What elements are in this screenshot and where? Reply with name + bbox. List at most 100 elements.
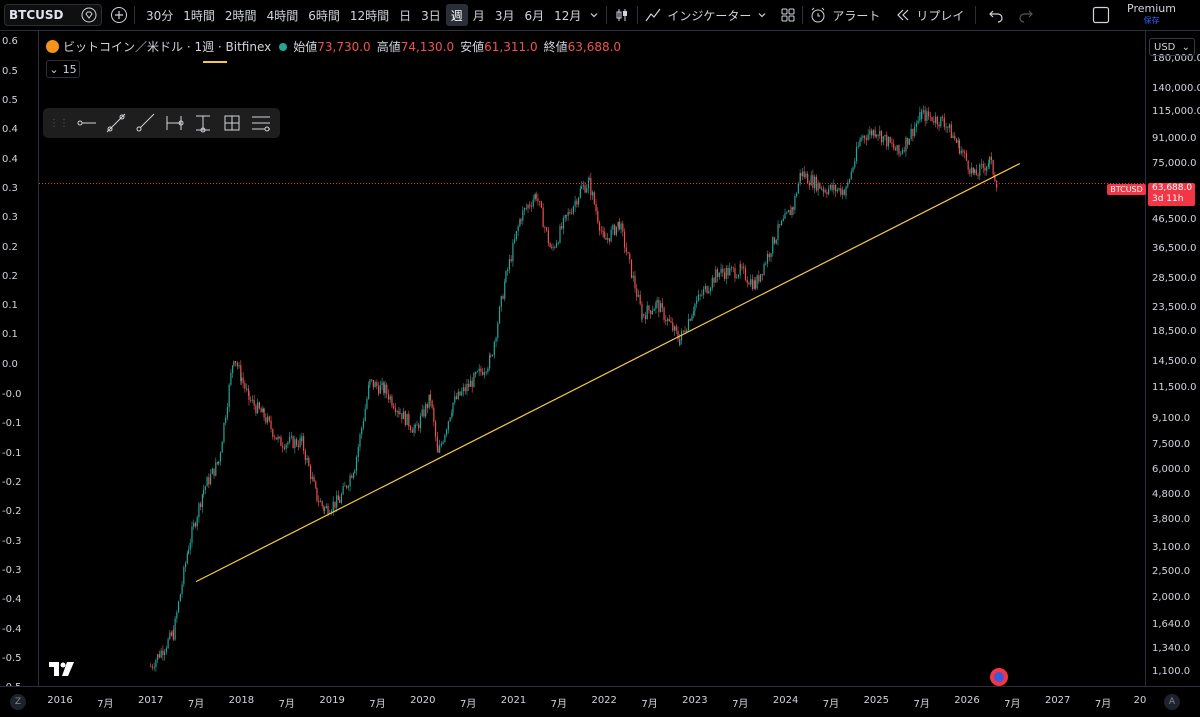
horizontal-ray-icon[interactable] <box>77 112 97 134</box>
candle-body <box>215 462 217 476</box>
candle-body <box>242 377 244 384</box>
undo-icon[interactable] <box>988 7 1004 23</box>
candle-body <box>850 171 852 180</box>
candle-body <box>706 286 708 294</box>
add-symbol-icon[interactable] <box>110 6 128 24</box>
candle-body <box>848 179 851 183</box>
alarm-clock-icon[interactable] <box>809 6 827 24</box>
candle-body <box>691 315 693 321</box>
candle-body <box>498 306 501 324</box>
candle-body <box>572 206 574 214</box>
candle-body <box>677 330 679 340</box>
interval-2h[interactable]: 2時間 <box>224 8 257 23</box>
ray-line-icon[interactable] <box>135 112 155 134</box>
candles <box>150 105 998 672</box>
candle-type-icon[interactable] <box>613 6 631 24</box>
layout-grid-icon[interactable] <box>780 7 796 23</box>
candle-body <box>598 221 601 231</box>
candle-body <box>321 501 323 507</box>
price-range-icon[interactable] <box>193 112 213 134</box>
candle-body <box>308 457 310 467</box>
interval-1h[interactable]: 1時間 <box>183 8 215 23</box>
candle-body <box>722 268 724 273</box>
indicators-icon[interactable] <box>644 6 662 24</box>
candle-body <box>522 210 524 221</box>
candle-body <box>206 477 208 487</box>
interval-1w[interactable]: 週 <box>445 4 468 26</box>
candle-body <box>240 377 242 382</box>
candle-body <box>165 648 167 652</box>
auto-scale-button[interactable]: A <box>1164 694 1180 710</box>
interval-30m[interactable]: 30分 <box>146 8 174 23</box>
candle-body <box>860 137 862 140</box>
interval-1mo[interactable]: 月 <box>472 8 485 23</box>
indicator-count: 15 <box>62 62 77 76</box>
candle-body <box>889 137 891 143</box>
interval-1d[interactable]: 日 <box>399 8 412 23</box>
legend-title[interactable]: ビットコイン／米ドル · 1週 · Bitfinex <box>63 40 272 54</box>
price-chart[interactable] <box>39 30 1145 686</box>
chevron-down-icon[interactable] <box>756 9 768 21</box>
close-label: 終値 <box>543 40 568 54</box>
replay-icon[interactable] <box>895 7 911 23</box>
candle-body <box>753 280 755 289</box>
candle-body <box>931 116 933 121</box>
candle-body <box>452 402 454 413</box>
interval-4h[interactable]: 4時間 <box>266 8 299 23</box>
candle-body <box>824 189 826 193</box>
candle-body <box>403 411 405 420</box>
bar-countdown: 3d 11h <box>1152 194 1184 204</box>
candle-body <box>786 212 788 214</box>
right-price-axis[interactable]: 180,000.0 140,000.0 115,000.0 91,000.0 75,00… <box>1145 30 1200 686</box>
candle-body <box>376 382 378 387</box>
drag-handle-icon[interactable]: ⋮⋮ <box>49 117 69 129</box>
chevron-down-icon[interactable] <box>588 9 600 21</box>
tradingview-logo[interactable] <box>49 662 75 679</box>
interval-12h[interactable]: 12時間 <box>349 8 390 23</box>
candle-body <box>576 200 578 205</box>
diamond-icon[interactable] <box>81 7 97 23</box>
candle-body <box>864 135 866 139</box>
candle-body <box>756 275 758 289</box>
candle-body <box>290 436 292 438</box>
alert-button[interactable]: アラート <box>832 8 881 23</box>
interval-6h[interactable]: 6時間 <box>308 8 340 23</box>
candle-body <box>656 299 658 303</box>
candle-body <box>502 296 504 299</box>
timezone-button[interactable]: Z <box>10 694 26 710</box>
fullscreen-checkbox-icon[interactable] <box>1092 6 1110 24</box>
left-axis[interactable]: 0.6 0.5 0.5 0.4 0.4 0.3 0.3 0.2 0.2 0.1 0.1 0.0 -0.0… <box>0 30 39 693</box>
candle-body <box>766 254 769 264</box>
interval-3mo[interactable]: 3月 <box>494 8 515 23</box>
interval-3d[interactable]: 3日 <box>421 8 441 23</box>
candle-body <box>637 294 640 297</box>
left-axis-tick: 0.1 <box>2 329 18 340</box>
premium-save-button[interactable]: Premium 保存 <box>1127 3 1176 27</box>
time-axis[interactable]: Z A 2016 7月 2017 7月 2018 7月 2019 7月 2020 7月 2021 7月… <box>0 686 1200 717</box>
date-range-icon[interactable] <box>164 112 184 134</box>
candle-body <box>253 399 255 406</box>
legend-collapse-button[interactable]: ⌄ 15 <box>46 60 80 78</box>
candle-body <box>964 152 966 154</box>
candle-body <box>574 200 576 207</box>
replay-button[interactable]: リプレイ <box>916 8 965 23</box>
candle-body <box>620 223 622 230</box>
settings-lines-icon[interactable] <box>251 112 271 134</box>
candle-body <box>701 294 703 296</box>
trend-line-icon[interactable] <box>106 112 126 134</box>
currency-select[interactable]: USD ⌄ <box>1149 38 1195 56</box>
date-price-range-icon[interactable] <box>222 112 242 134</box>
interval-6mo[interactable]: 6月 <box>524 8 545 23</box>
candle-body <box>941 116 944 118</box>
candle-body <box>216 462 219 464</box>
us-flag-icon[interactable] <box>990 668 1008 686</box>
left-axis-tick: 0.1 <box>2 300 18 311</box>
indicators-button[interactable]: インジケーター <box>667 8 752 23</box>
candle-body <box>466 383 468 392</box>
candle-body <box>865 138 868 140</box>
symbol-search[interactable]: BTCUSD <box>4 4 102 26</box>
redo-icon[interactable] <box>1018 7 1034 23</box>
interval-12mo[interactable]: 12月 <box>554 8 582 23</box>
price-axis-tick: 115,000.0 <box>1152 106 1200 117</box>
candle-body <box>969 169 971 174</box>
